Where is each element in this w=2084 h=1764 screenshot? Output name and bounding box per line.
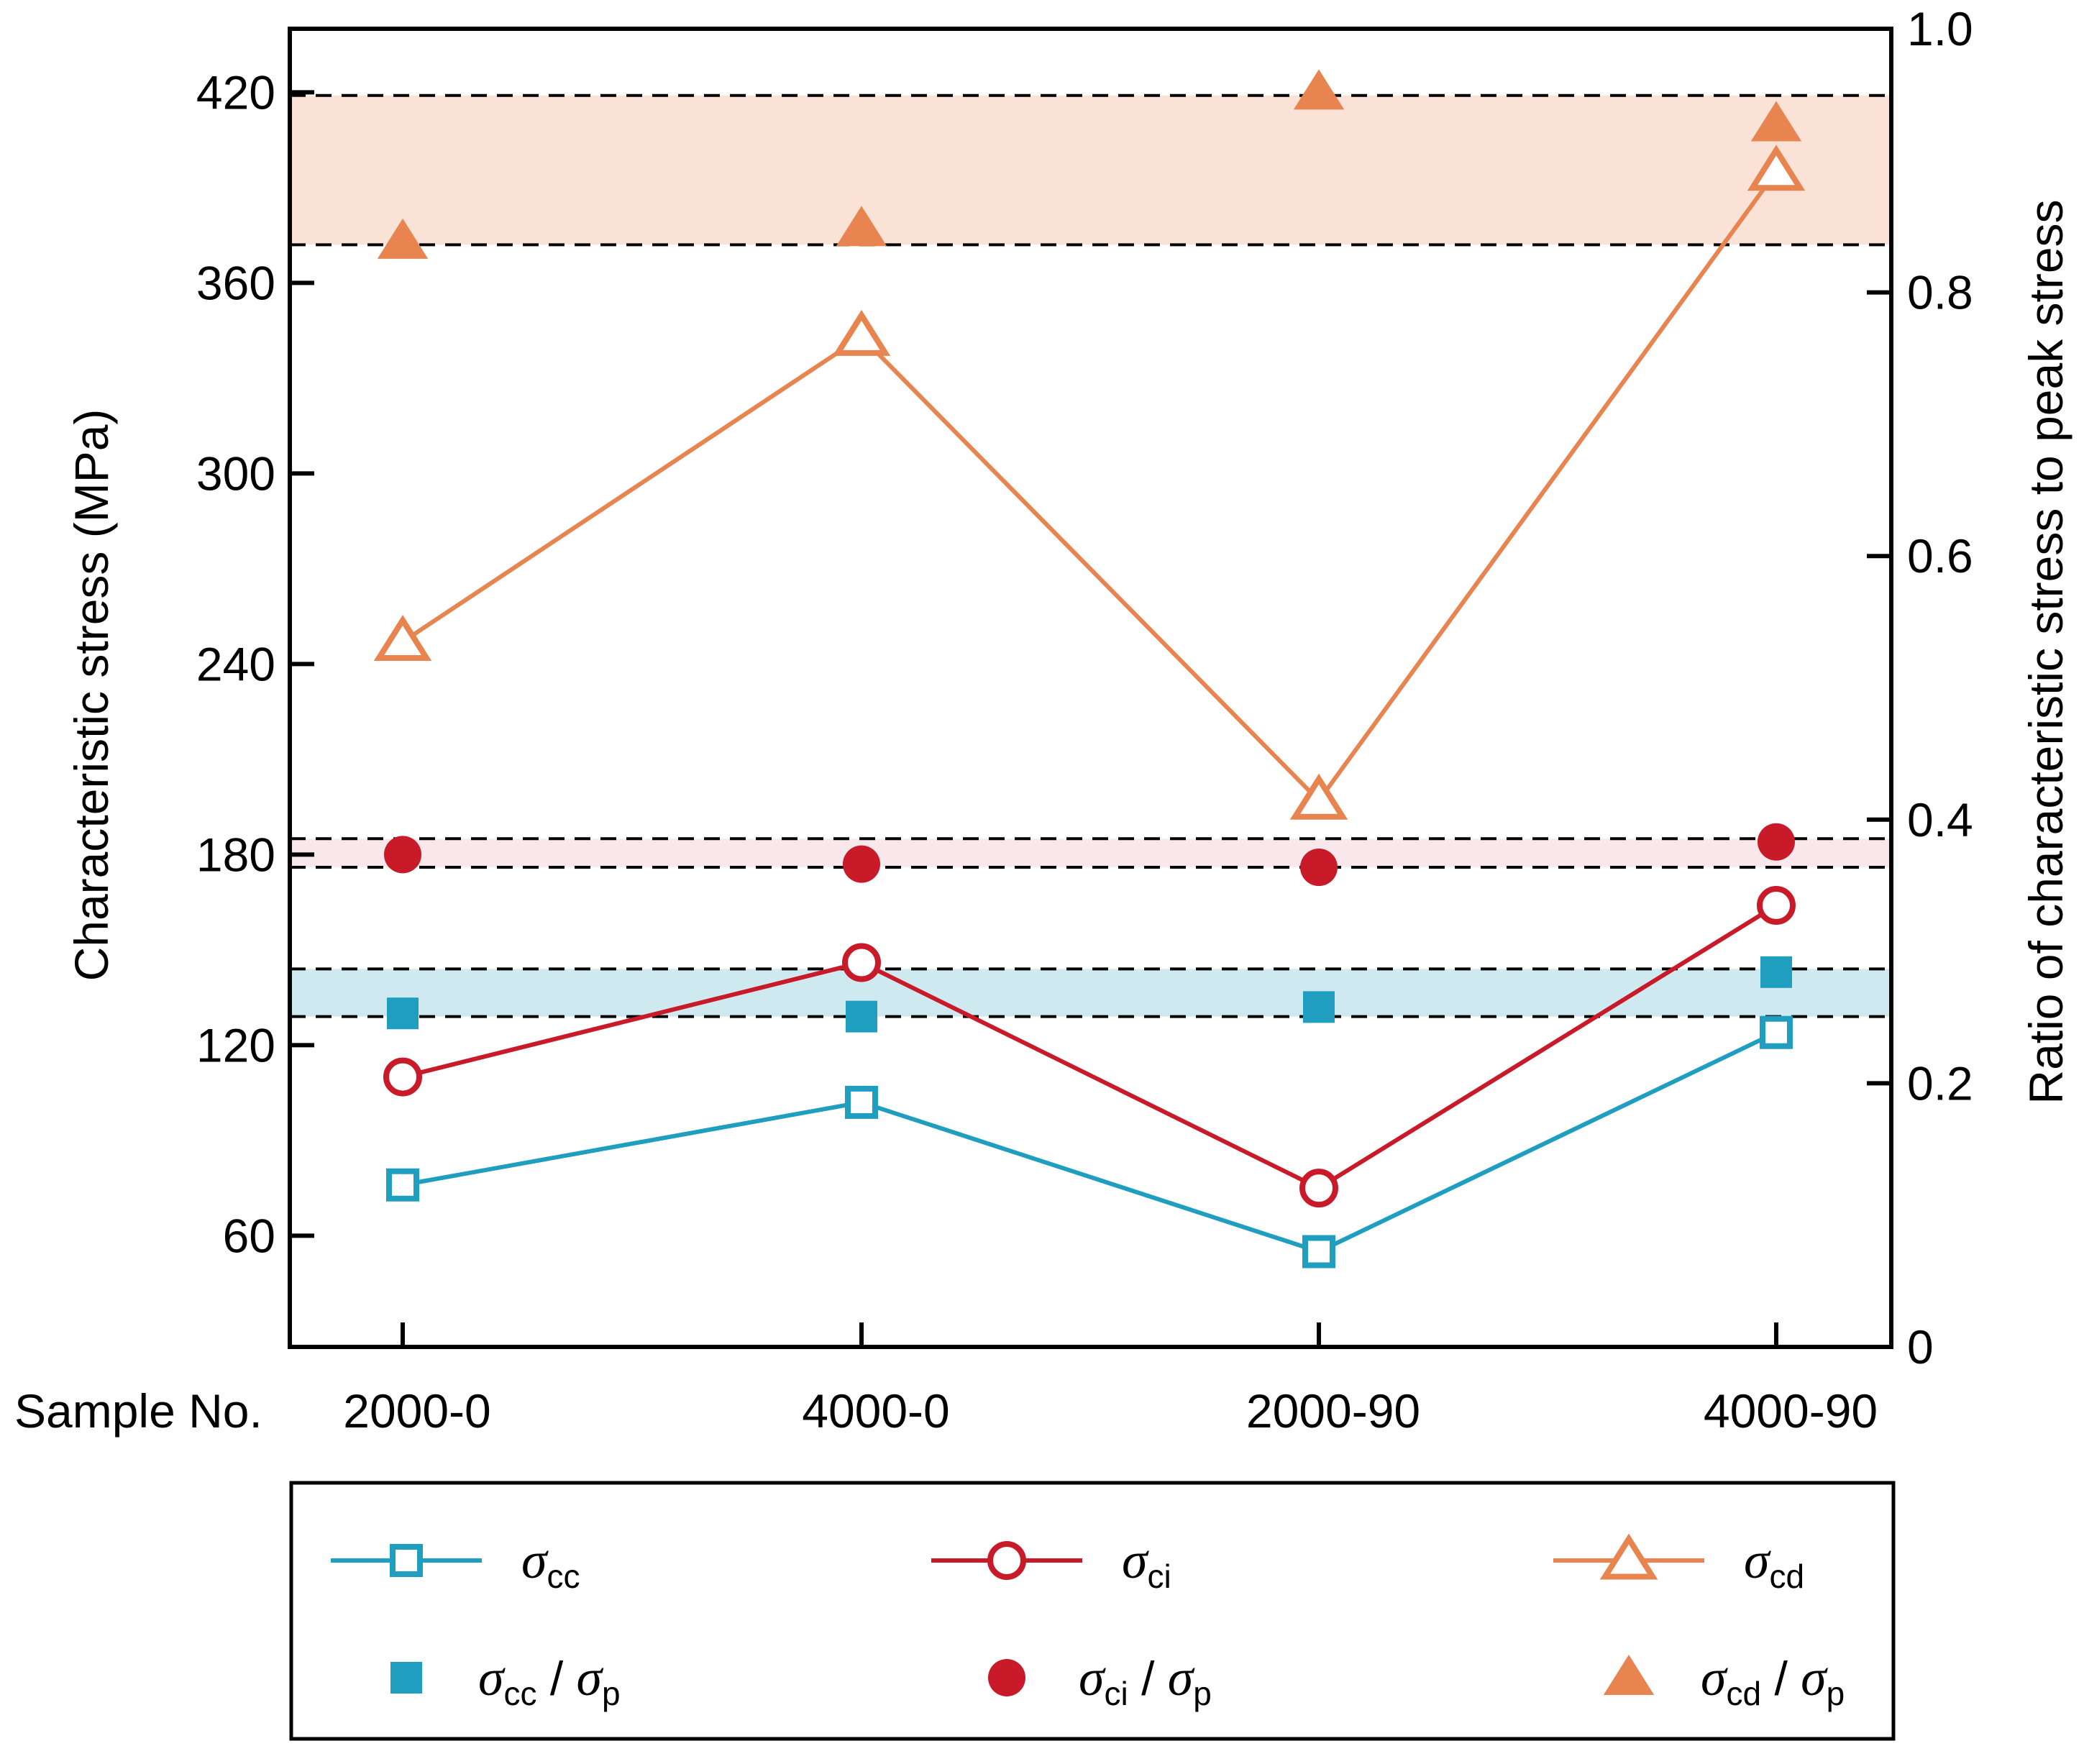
legend-label-2: σcd	[1744, 1532, 1804, 1595]
left-tick-label: 360	[196, 256, 275, 309]
left-tick-label: 180	[196, 828, 275, 881]
sigma_ci_ratio_band	[290, 838, 1891, 868]
series-4-point-2000-0	[384, 836, 421, 874]
legend-label-3: σcc / σp	[478, 1649, 621, 1712]
right-tick-label: 0.4	[1907, 793, 1973, 846]
x-tick-label: 4000-0	[802, 1384, 950, 1438]
legend-label-1: σci	[1122, 1532, 1171, 1595]
series-0-point-2000-0	[386, 1168, 419, 1202]
lines-layer	[401, 170, 1778, 1254]
series-0-line	[402, 1030, 1778, 1254]
series-4-point-4000-90	[1758, 823, 1795, 861]
sigma_cd_ratio_band	[290, 95, 1891, 245]
series-5-point-4000-0	[836, 206, 887, 247]
right-axis-ticks: 0 0.2 0.4 0.6 0.8 1.0	[1867, 2, 1973, 1374]
series-4-point-4000-0	[843, 845, 880, 883]
legend-label-4: σci / σp	[1079, 1649, 1212, 1712]
left-tick-label: 120	[196, 1018, 275, 1071]
x-tick-label: 2000-90	[1246, 1384, 1420, 1438]
legend-marker-1	[987, 1541, 1026, 1580]
legend-marker-0	[390, 1544, 423, 1577]
series-3-point-4000-0	[846, 1000, 877, 1033]
series-0-point-4000-90	[1760, 1015, 1793, 1049]
legend-label-5: σcd / σp	[1701, 1649, 1845, 1712]
series-0-point-2000-90	[1302, 1235, 1335, 1269]
series-1-point-4000-0	[842, 943, 881, 982]
y-axis-left-label: Characteristic stress (MPa)	[65, 409, 118, 982]
series-2-point-2000-0	[373, 614, 432, 661]
right-tick-label: 0.6	[1907, 529, 1973, 582]
x-tick-label: 2000-0	[343, 1384, 491, 1438]
series-0-point-4000-0	[845, 1085, 878, 1119]
right-tick-label: 0.2	[1907, 1056, 1973, 1110]
bands-layer	[290, 93, 1891, 1018]
right-tick-label: 0	[1907, 1320, 1934, 1374]
x-axis-label: Sample No.	[14, 1384, 262, 1438]
x-axis-ticks: 2000-0 4000-0 2000-90 4000-90	[343, 1322, 1878, 1438]
left-tick-label: 420	[196, 65, 275, 119]
series-5-point-2000-90	[1293, 69, 1345, 110]
legend-marker-5	[1603, 1655, 1655, 1695]
markers-layer	[373, 69, 1806, 1269]
series-1-point-2000-90	[1299, 1169, 1338, 1208]
legend: σcc σci σcd σcc / σp σci / σp σcd / σp	[331, 1532, 1845, 1712]
series-2-point-4000-90	[1747, 145, 1806, 191]
sigma_cc_ratio_band	[290, 969, 1891, 1017]
series-5-point-4000-90	[1750, 101, 1802, 142]
plot-frame	[288, 27, 1893, 1349]
series-2-point-2000-90	[1289, 773, 1348, 820]
series-4-point-2000-90	[1300, 849, 1338, 887]
series-1-point-4000-90	[1757, 886, 1796, 926]
legend-marker-4	[988, 1659, 1025, 1696]
series-3-point-2000-90	[1303, 991, 1335, 1023]
series-1-point-2000-0	[383, 1057, 422, 1097]
right-tick-label: 1.0	[1907, 2, 1973, 55]
legend-marker-2	[1599, 1533, 1658, 1580]
x-tick-label: 4000-90	[1704, 1384, 1878, 1438]
left-tick-label: 300	[196, 447, 275, 500]
series-3-point-4000-90	[1760, 956, 1792, 988]
legend-label-0: σcc	[521, 1532, 580, 1595]
right-tick-label: 0.8	[1907, 266, 1973, 319]
series-5-point-2000-0	[377, 218, 429, 259]
y-axis-right-label: Ratio of characteristic stress to peak s…	[2019, 199, 2072, 1104]
left-tick-label: 60	[223, 1209, 275, 1262]
series-1-line	[402, 903, 1778, 1191]
series-2-point-4000-0	[832, 309, 891, 356]
series-2-line	[401, 170, 1778, 804]
legend-marker-3	[390, 1662, 422, 1694]
left-axis-ticks: 60 120 180 240 300 360 420	[196, 65, 314, 1262]
left-tick-label: 240	[196, 637, 275, 690]
series-3-point-2000-0	[387, 997, 419, 1030]
legend-box	[289, 1481, 1896, 1741]
